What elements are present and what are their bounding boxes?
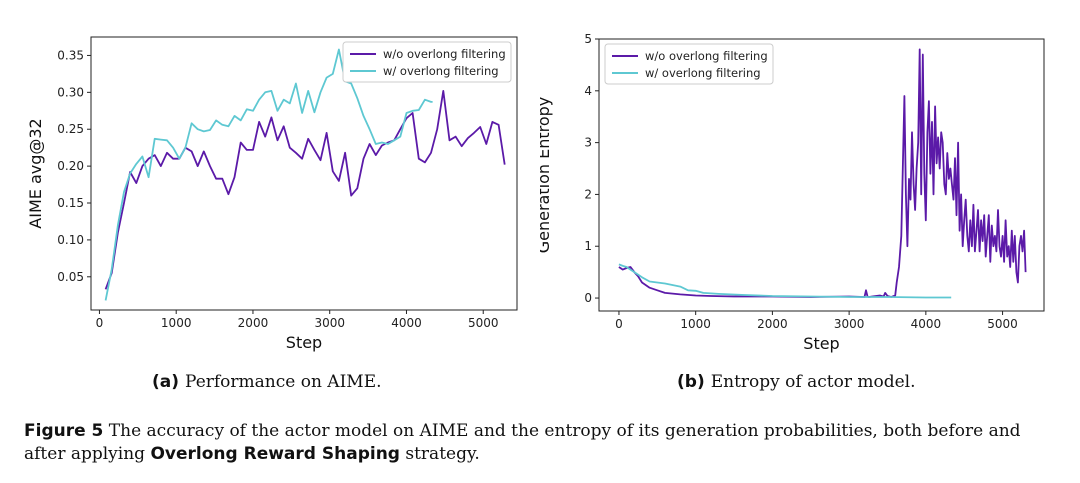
plot-frame [90,36,518,311]
figure-caption: Figure 5 The accuracy of the actor model… [24,420,1064,466]
series-line-without-filtering [104,90,506,290]
y-tick-label: 0.20 [57,159,84,173]
y-tick-label: 3 [584,136,592,150]
y-axis-label: Generation Entropy [540,97,553,254]
y-tick-label: 0.05 [57,270,84,284]
series-line-with-filtering [618,263,952,299]
x-tick-label: 4000 [391,316,422,330]
x-tick-label: 5000 [987,317,1018,331]
plot-frame [598,38,1045,312]
y-tick-label: 0 [584,291,592,305]
figure-label: Figure 5 [24,421,104,441]
legend-label: w/o overlong filtering [645,49,768,63]
y-tick-label: 0.15 [57,196,84,210]
y-tick-label: 2 [584,187,592,201]
subcaption-a: (a) Performance on AIME. [152,372,382,392]
subcaption-b: (b) Entropy of actor model. [677,372,915,392]
x-tick-label: 0 [615,317,623,331]
subcaption-a-label: (a) [152,372,180,392]
y-tick-label: 0.35 [57,48,84,62]
legend-label: w/o overlong filtering [383,47,506,61]
y-tick-label: 0.25 [57,122,84,136]
x-tick-label: 3000 [834,317,865,331]
subcaption-b-label: (b) [677,372,705,392]
x-tick-label: 0 [96,316,104,330]
subcaption-b-text: Entropy of actor model. [710,372,916,392]
chart-aime-performance: 0 1000 2000 3000 4000 5000 0.05 0.10 0.15 0.20 0.2… [26,36,518,352]
figure-bold-term: Overlong Reward Shaping [150,444,400,464]
series-line-without-filtering [618,48,1027,298]
y-axis-label: AIME avg@32 [26,118,45,228]
figure-text-2: strategy. [405,444,480,464]
y-tick-label: 4 [584,84,592,98]
x-tick-label: 3000 [314,316,345,330]
x-tick-label: 1000 [161,316,192,330]
y-tick-label: 0.30 [57,85,84,99]
series-line-with-filtering [104,48,433,301]
subcaption-a-text: Performance on AIME. [185,372,382,392]
x-tick-label: 5000 [468,316,499,330]
x-tick-label: 4000 [911,317,942,331]
legend: w/o overlong filtering w/ overlong filter… [604,43,774,85]
legend-box [342,41,512,83]
legend-box [604,43,774,85]
x-tick-label: 2000 [757,317,788,331]
legend-label: w/ overlong filtering [383,64,499,78]
y-tick-label: 1 [584,239,592,253]
x-tick-label: 2000 [238,316,269,330]
figure-text-1: The accuracy of the actor model on AIME … [24,421,1021,464]
x-axis-label: Step [286,333,322,352]
y-tick-label: 5 [584,32,592,46]
legend-label: w/ overlong filtering [645,66,761,80]
x-tick-label: 1000 [680,317,711,331]
y-tick-label: 0.10 [57,233,84,247]
legend: w/o overlong filtering w/ overlong filter… [342,41,512,83]
chart-generation-entropy: 0 1000 2000 3000 4000 5000 0 1 2 3 4 5 Step Generatio… [540,32,1045,353]
x-axis-label: Step [803,334,839,353]
